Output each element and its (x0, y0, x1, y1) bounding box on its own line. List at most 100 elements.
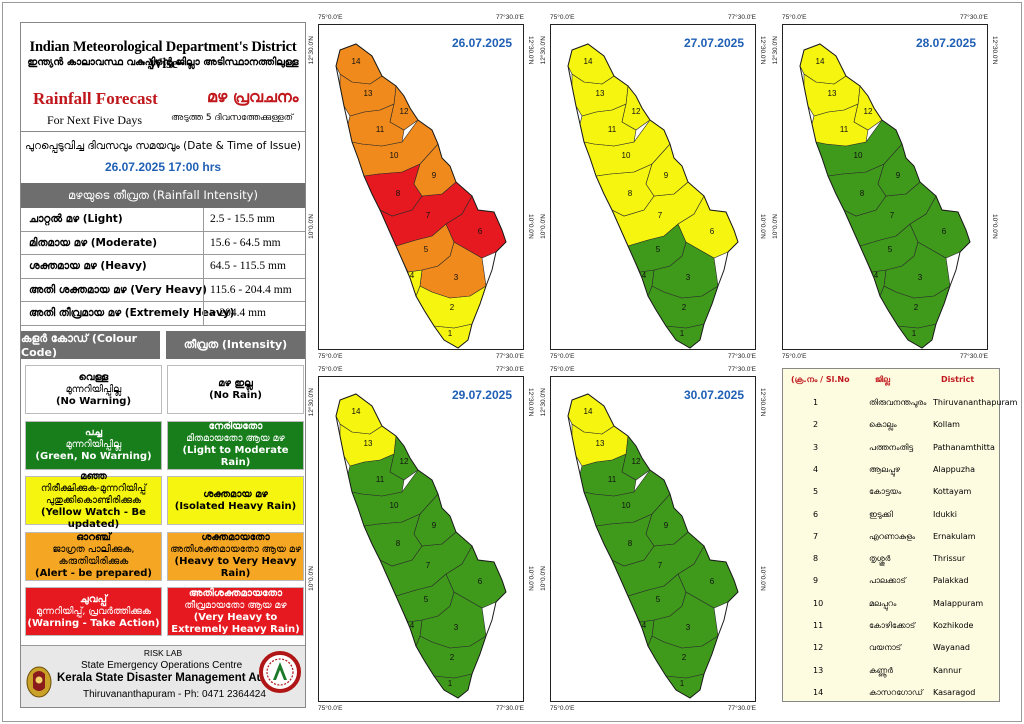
district-number-label: 1 (912, 329, 917, 338)
code-text-1: ചുവപ്പ് (80, 593, 107, 605)
intensity-label: മിതമായ മഴ (Moderate) (29, 236, 158, 249)
district-number: 6 (813, 509, 819, 519)
int-text-3: (No Rain) (209, 389, 262, 401)
district-number: 3 (813, 442, 819, 452)
coordinate-tick: 12°30.0'N (772, 36, 779, 65)
district-table: (ക്ര.നം / Sl.No ജില്ല District 1 തിരുവനന്… (782, 368, 1017, 702)
coordinate-tick: 77°30.0'E (727, 353, 756, 360)
district-number-label: 11 (608, 475, 617, 484)
contact-label: Thiruvananthapuram - Ph: 0471 2364424 (83, 689, 266, 700)
coordinate-tick: 77°30.0'E (495, 353, 524, 360)
colour-code-cell: മഞ്ഞ നിരീക്ഷിക്കുക-മുന്നറിയിപ്പ് പുതുക്കി… (25, 471, 162, 530)
code-text-3: (Alert - be prepared) (35, 568, 152, 579)
map-date: 27.07.2025 (683, 36, 744, 50)
forecast-map-1: 1 2 3 4 5 6 7 8 9 10 11 12 13 14 26.07.2025 75°0.0'E 77°… (308, 14, 534, 360)
intensity-label: അതി ശക്തമായ മഴ (Very Heavy) (29, 283, 207, 296)
colour-code-title: കളർ കോഡ് (Colour Code) (21, 331, 160, 359)
int-text-2: മിതമായതോ ആയ മഴ (186, 433, 285, 444)
intensity-code-title: തീവ്രത (Intensity) (166, 331, 305, 359)
district-row: 2 കൊല്ലം Kollam (783, 415, 999, 437)
coordinate-tick: 12°30.0'N (527, 36, 534, 65)
state-outline (567, 43, 739, 349)
district-number-label: 3 (918, 273, 923, 282)
district-name-ml: ആലപ്പുഴ (869, 464, 900, 474)
coordinate-tick: 77°30.0'E (495, 705, 524, 712)
district-row: 6 ഇടുക്കി Idukki (783, 505, 999, 527)
intensity-row: മിതമായ മഴ (Moderate) 15.6 - 64.5 mm (21, 231, 305, 255)
header-title-ml: ഇന്ത്യൻ കാലാവസ്ഥ വകുപ്പിന്റെ ജില്ലാ അടിസ… (27, 57, 299, 68)
district-number-label: 8 (628, 189, 633, 198)
intensity-range: 64.5 - 115.5 mm (203, 255, 286, 278)
int-text-2: അതിശക്തമായതോ ആയ മഴ (170, 544, 301, 555)
code-text-1: മഞ്ഞ (80, 470, 107, 482)
district-number-label: 5 (888, 245, 893, 254)
district-number: 11 (813, 621, 824, 630)
district-number-label: 12 (400, 457, 409, 466)
state-outline (335, 43, 507, 349)
coordinate-tick: 77°30.0'E (959, 14, 988, 21)
district-number-label: 7 (426, 561, 431, 570)
district-number-label: 14 (352, 57, 361, 66)
coordinate-tick: 75°0.0'E (550, 366, 575, 373)
district-name-en: Wayanad (933, 643, 970, 653)
district-name-en: Pathanamthitta (933, 442, 995, 452)
coordinate-tick: 10°0.0'N (308, 566, 315, 591)
state-outline (335, 393, 507, 699)
colour-code-cell: ഓറഞ്ച് ജാഗ്രത പാലിക്കുക, കരുതിയിരിക്കുക (A… (25, 531, 162, 581)
district-number-label: 13 (596, 89, 605, 98)
int-text-3: (Heavy to Very Heavy Rain) (174, 556, 297, 579)
district-number: 5 (813, 487, 819, 497)
district-number-label: 6 (710, 577, 715, 586)
map-date: 28.07.2025 (915, 36, 976, 50)
intensity-range: 2.5 - 15.5 mm (203, 208, 275, 231)
district-number-label: 11 (376, 475, 385, 484)
forecast-title-en: Rainfall Forecast (33, 89, 158, 108)
district-row: 13 കണ്ണൂർ Kannur (783, 661, 999, 683)
int-text-1: ശക്തമായതോ (201, 532, 270, 543)
coordinate-tick: 75°0.0'E (782, 353, 807, 360)
seoc-label: State Emergency Operations Centre (81, 660, 243, 671)
district-name-ml: മലപ്പുറം (869, 598, 897, 608)
intensity-row: അതി തീവ്രമായ മഴ (Extremely Heavy) > 204.4… (21, 302, 305, 326)
district-name-en: Kottayam (933, 487, 972, 497)
coordinate-tick: 77°30.0'E (959, 353, 988, 360)
code-text-2: മുന്നറിയിപ്പ്, പ്രവർത്തിക്കുക (36, 605, 151, 617)
coordinate-tick: 12°30.0'N (540, 388, 547, 417)
issue-label: പുറപ്പെടുവിച്ച ദിവസവും സമയവും (Date & Ti… (25, 140, 301, 152)
district-number-label: 2 (914, 303, 919, 312)
district-number-label: 6 (710, 227, 715, 236)
coordinate-tick: 12°30.0'N (527, 388, 534, 417)
kerala-emblem-icon (26, 666, 52, 698)
intensity-code-cell: അതിശക്തമായതോ തീവ്രമായതോ ആയ മഴ (Very Heavy … (167, 587, 304, 636)
int-text-1: മഴ ഇല്ല (218, 377, 253, 389)
district-number-label: 6 (478, 577, 483, 586)
district-number-label: 1 (448, 329, 453, 338)
district-number-label: 9 (432, 521, 437, 530)
legend-panel: Indian Meteorological Department's Distr… (20, 22, 306, 708)
colour-code-header: കളർ കോഡ് (Colour Code) തീവ്രത (Intensity… (21, 331, 305, 359)
district-number-label: 8 (396, 189, 401, 198)
district-name-en: Ernakulam (933, 531, 976, 541)
district-number-label: 4 (642, 621, 647, 630)
district-number-label: 4 (410, 271, 415, 280)
header-district-en: District (941, 375, 975, 384)
coordinate-tick: 12°30.0'N (759, 36, 766, 65)
risk-lab-label: RISK LAB (143, 648, 183, 658)
coordinate-tick: 10°0.0'N (540, 214, 547, 239)
forecast-map-3: 1 2 3 4 5 6 7 8 9 10 11 12 13 14 28.07.2025 75°0.0'E 77°… (772, 14, 998, 360)
district-row: 12 വയനാട് Wayanad (783, 638, 999, 660)
coordinate-tick: 12°30.0'N (308, 36, 315, 65)
district-number: 4 (813, 464, 819, 474)
state-outline (799, 43, 971, 349)
code-text-3: (Warning - Take Action) (27, 617, 160, 629)
district-number-label: 3 (454, 623, 459, 632)
district-number-label: 9 (896, 171, 901, 180)
coordinate-tick: 10°0.0'N (527, 566, 534, 591)
int-text-3: (Isolated Heavy Rain) (174, 500, 297, 512)
district-number-label: 3 (454, 273, 459, 282)
district-number-label: 10 (622, 151, 631, 160)
district-number-label: 10 (390, 501, 399, 510)
district-number-label: 8 (628, 539, 633, 548)
